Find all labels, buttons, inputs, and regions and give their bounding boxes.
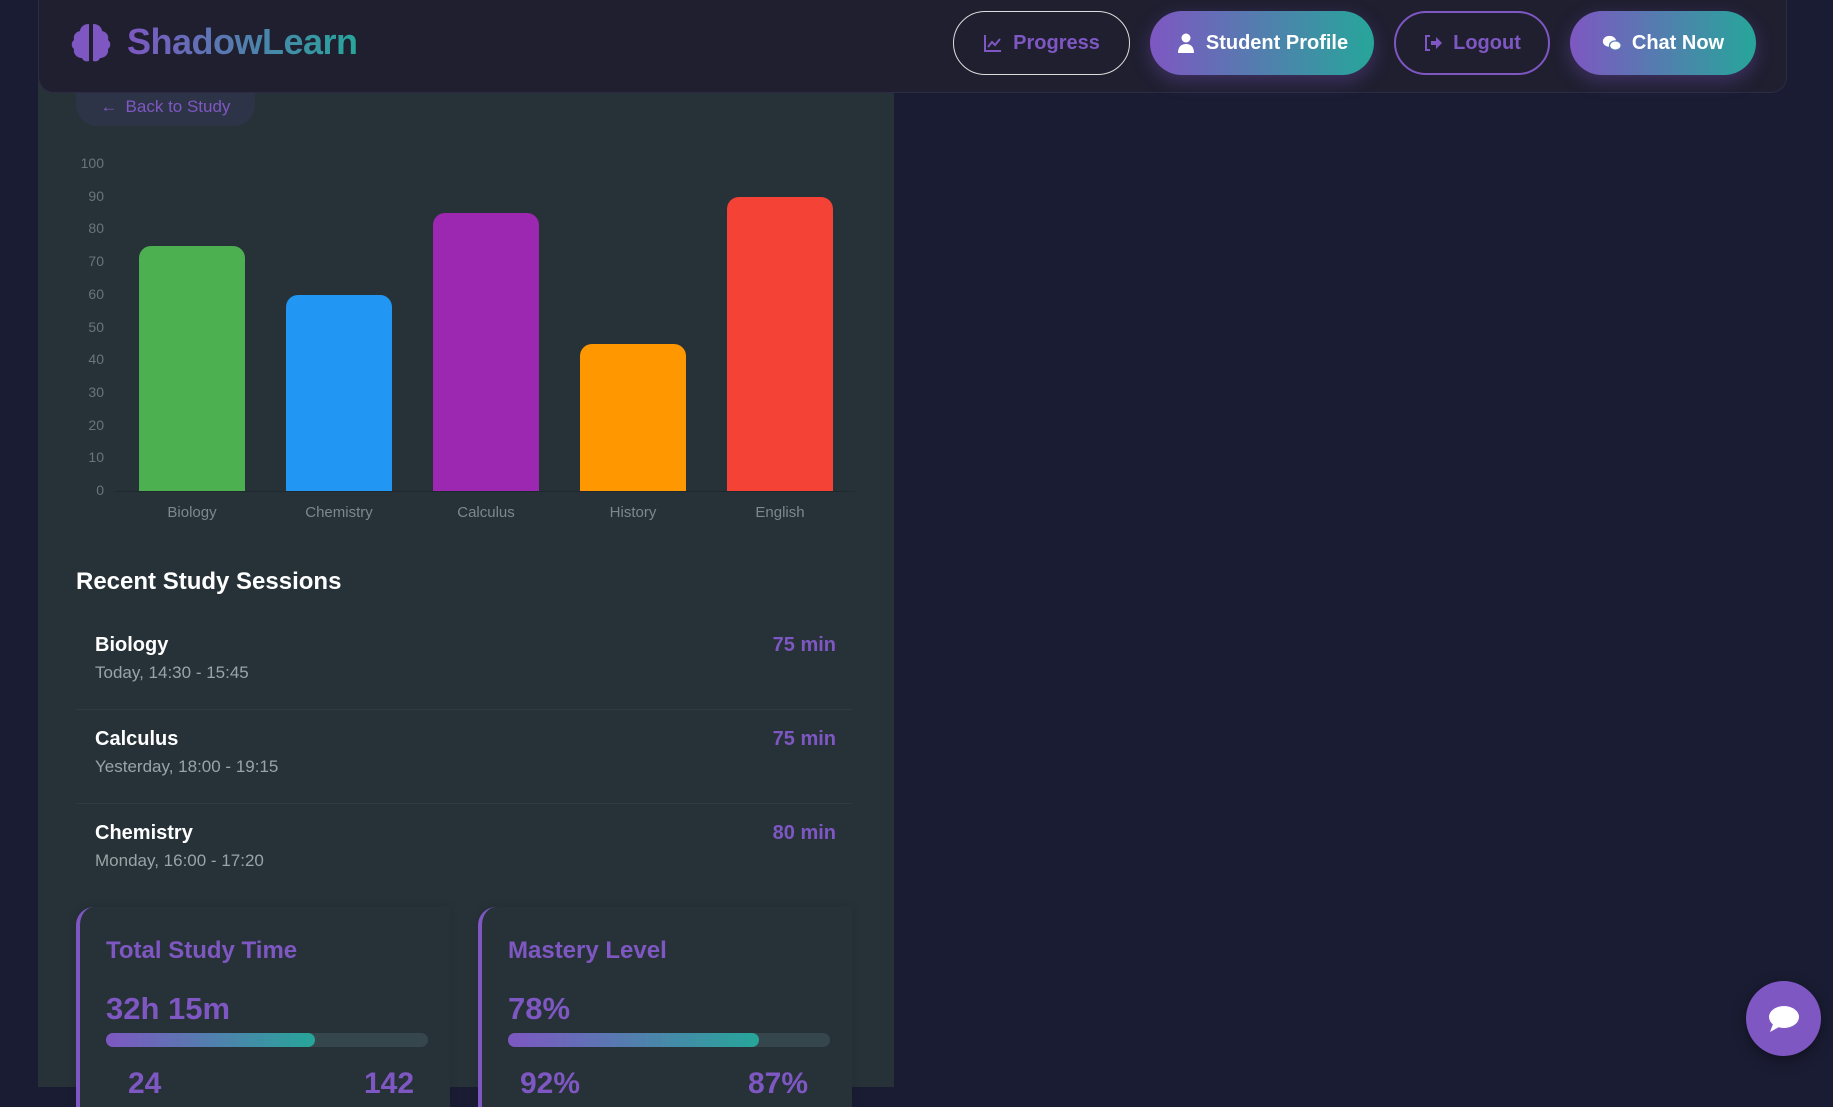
y-tick-label: 10	[88, 449, 104, 466]
user-icon	[1177, 33, 1194, 53]
session-row[interactable]: Calculus Yesterday, 18:00 - 19:15 75 min	[76, 710, 852, 804]
sessions-title: Recent Study Sessions	[76, 568, 342, 595]
x-tick-label: History	[609, 504, 657, 521]
main-panel	[38, 0, 894, 1087]
bar-history[interactable]	[580, 343, 686, 491]
session-subject: Calculus	[95, 728, 179, 750]
y-tick-label: 20	[88, 416, 104, 433]
x-axis-line	[115, 491, 855, 492]
y-tick-label: 80	[88, 220, 104, 237]
y-tick-label: 100	[80, 155, 104, 171]
y-tick-label: 50	[88, 318, 104, 335]
card-stat: 87%	[748, 1067, 809, 1100]
card-value: 32h 15m	[106, 991, 231, 1026]
top-navbar: ShadowLearn Progress Student Profile Log…	[38, 0, 1787, 93]
student-profile-label: Student Profile	[1205, 31, 1349, 54]
floating-chat-button[interactable]	[1746, 981, 1821, 1056]
session-time: Yesterday, 18:00 - 19:15	[95, 757, 279, 776]
logo[interactable]: ShadowLearn	[69, 20, 358, 64]
session-row[interactable]: Chemistry Monday, 16:00 - 17:20 80 min	[76, 804, 852, 898]
y-tick-label: 70	[88, 253, 104, 270]
y-tick-label: 60	[88, 285, 104, 302]
student-profile-button[interactable]: Student Profile	[1150, 11, 1374, 75]
y-tick-label: 40	[88, 351, 104, 368]
logout-button[interactable]: Logout	[1394, 11, 1550, 75]
chat-bubble-icon	[1768, 1005, 1799, 1032]
chart-line-icon	[984, 35, 1002, 52]
card-stat: 92%	[520, 1067, 581, 1100]
back-label: Back to Study	[125, 97, 231, 116]
x-tick-label: English	[755, 504, 805, 521]
card-stat: 142	[364, 1067, 415, 1100]
mastery-level-card: Mastery Level 78% 92% 87%	[478, 907, 852, 1107]
x-tick-label: Calculus	[457, 504, 515, 521]
brand-name: ShadowLearn	[127, 21, 358, 62]
x-tick-label: Chemistry	[305, 504, 373, 521]
session-duration: 75 min	[772, 728, 836, 750]
total-study-time-card: Total Study Time 32h 15m 24 142	[76, 907, 450, 1107]
session-subject: Chemistry	[95, 822, 193, 844]
session-duration: 75 min	[772, 634, 836, 656]
logout-label: Logout	[1453, 31, 1521, 54]
card-value: 78%	[508, 991, 571, 1026]
logout-icon	[1425, 35, 1443, 51]
card-title: Mastery Level	[508, 937, 667, 964]
progress-label: Progress	[1013, 31, 1100, 54]
bar-chemistry[interactable]	[286, 294, 392, 491]
card-title: Total Study Time	[106, 937, 298, 964]
session-duration: 80 min	[772, 822, 836, 844]
session-subject: Biology	[95, 634, 169, 656]
brain-icon	[71, 24, 111, 62]
arrow-left-icon: ←	[100, 97, 118, 116]
y-tick-label: 90	[88, 187, 104, 204]
y-tick-label: 0	[96, 482, 104, 498]
y-tick-label: 30	[88, 383, 104, 400]
progress-fill	[106, 1033, 316, 1047]
session-time: Monday, 16:00 - 17:20	[95, 851, 264, 870]
chat-now-label: Chat Now	[1631, 31, 1725, 54]
study-time-progress	[106, 1033, 428, 1047]
progress-fill	[508, 1033, 760, 1047]
chat-icon	[1602, 35, 1622, 51]
x-tick-label: Biology	[167, 504, 217, 521]
progress-button[interactable]: Progress	[953, 11, 1130, 75]
chat-now-button[interactable]: Chat Now	[1570, 11, 1756, 75]
bar-biology[interactable]	[139, 245, 245, 491]
session-time: Today, 14:30 - 15:45	[95, 663, 249, 682]
bar-english[interactable]	[727, 196, 833, 491]
subject-bar-chart: 0 10 20 30 40 50 60 70 80 90 100 Biology Chemistry Ca…	[60, 150, 860, 530]
card-stat: 24	[128, 1067, 162, 1100]
bar-calculus[interactable]	[433, 213, 539, 491]
mastery-progress	[508, 1033, 830, 1047]
session-row[interactable]: Biology Today, 14:30 - 15:45 75 min	[76, 616, 852, 710]
